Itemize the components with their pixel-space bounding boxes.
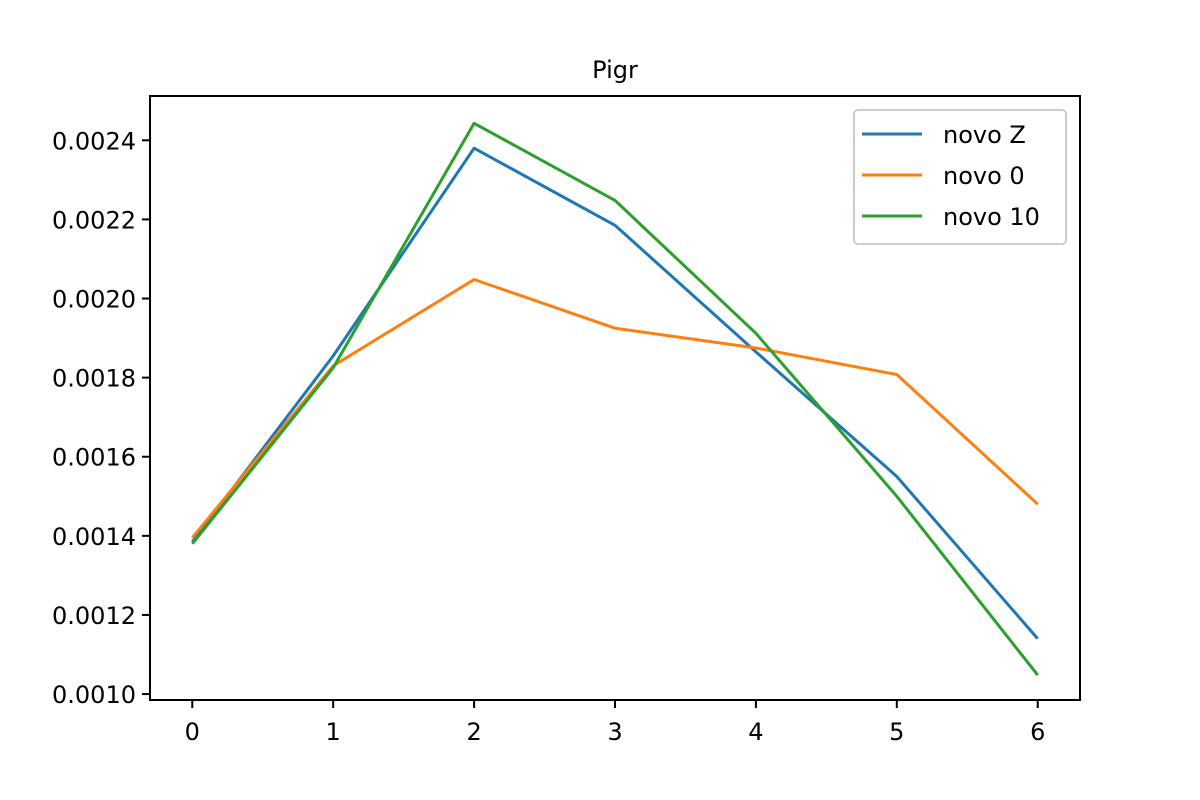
legend-label: novo 10	[943, 203, 1040, 231]
y-tick-label: 0.0018	[52, 365, 136, 393]
y-tick-label: 0.0024	[52, 127, 136, 155]
x-tick-label: 3	[607, 718, 622, 746]
series-line-2	[191, 121, 1039, 677]
y-tick-label: 0.0010	[52, 681, 136, 709]
chart-title: Pigr	[592, 56, 638, 84]
legend-frame	[853, 109, 1067, 245]
x-tick-label: 4	[748, 718, 763, 746]
y-tick-label: 0.0022	[52, 206, 136, 234]
y-axis: 0.0010 0.0012 0.0014 0.0016 0.0018 0.0020 0.00…	[52, 127, 150, 709]
series-line-1	[191, 278, 1039, 539]
y-tick-label: 0.0012	[52, 602, 136, 630]
x-tick-label: 0	[185, 718, 200, 746]
x-tick-label: 6	[1030, 718, 1045, 746]
y-tick-label: 0.0014	[52, 523, 136, 551]
plot-lines	[191, 121, 1039, 677]
x-tick-label: 1	[326, 718, 341, 746]
legend-label: novo 0	[943, 162, 1025, 190]
y-tick-label: 0.0016	[52, 444, 136, 472]
series-line-0	[191, 146, 1039, 640]
x-axis: 0 1 2 3 4 5 6	[185, 700, 1045, 746]
y-tick-label: 0.0020	[52, 286, 136, 314]
x-tick-label: 2	[466, 718, 481, 746]
legend: novo Z novo 0 novo 10	[853, 109, 1067, 245]
x-tick-label: 5	[889, 718, 904, 746]
legend-label: novo Z	[943, 121, 1026, 149]
